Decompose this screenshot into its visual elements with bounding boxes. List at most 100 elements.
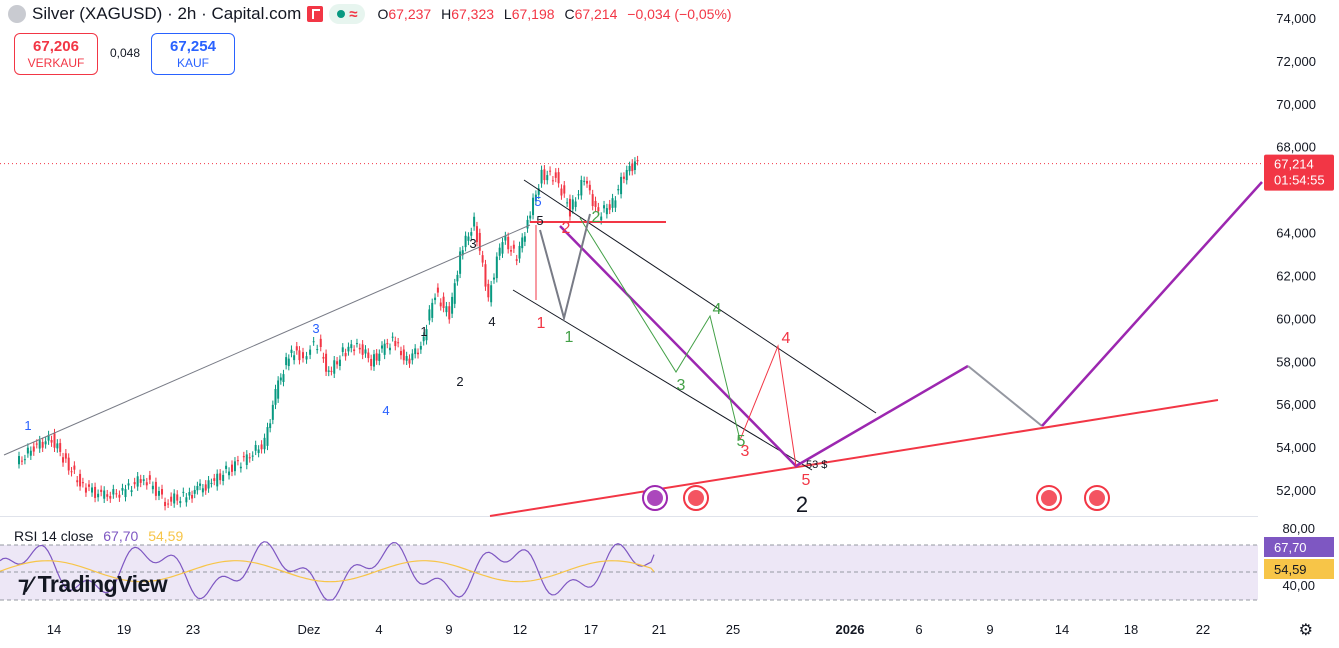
candle-body <box>154 481 157 496</box>
candle-body <box>375 353 378 361</box>
candle-body <box>38 440 41 449</box>
candle-body <box>543 169 546 181</box>
candle-body <box>121 488 124 491</box>
channel-lower <box>512 289 813 471</box>
buy-button[interactable]: 67,254 KAUF <box>151 33 235 75</box>
candle-body <box>453 283 456 304</box>
candle-body <box>64 453 67 459</box>
wave-label: 5 <box>737 433 746 450</box>
candle-body <box>231 464 233 472</box>
candle-body <box>422 336 425 342</box>
event-icon-fill <box>1041 490 1057 506</box>
candle-body <box>583 180 586 182</box>
countdown-label: 01:54:55 <box>1274 173 1325 188</box>
candle-body <box>322 356 325 359</box>
rsi-ma-axis: 54,59 <box>1274 562 1307 577</box>
candle-body <box>402 349 405 361</box>
price-tick-label: 62,000 <box>1276 268 1316 283</box>
price-tick-label: 52,000 <box>1276 483 1316 498</box>
candle-body <box>251 455 254 457</box>
candle-body <box>248 457 251 459</box>
tradingview-logo-text: TradingView <box>37 571 168 597</box>
time-tick-label: 14 <box>47 622 61 637</box>
candle-body <box>475 226 478 243</box>
candle-body <box>336 361 339 365</box>
rsi-value-axis: 67,70 <box>1274 540 1307 555</box>
candle-body <box>50 439 53 443</box>
candle-body <box>164 501 167 507</box>
candle-body <box>566 202 569 204</box>
candle-body <box>586 180 588 184</box>
high-key: H <box>441 6 452 22</box>
candle-body <box>428 309 431 321</box>
candle-body <box>605 208 608 215</box>
wave-label: 4 <box>488 314 495 329</box>
candle-body <box>367 352 370 359</box>
sell-button[interactable]: 67,206 VERKAUF <box>14 33 98 75</box>
candle-body <box>73 465 76 470</box>
candle-body <box>161 489 164 495</box>
rsi-line <box>0 541 655 601</box>
candle-body <box>106 494 109 497</box>
buy-label: KAUF <box>176 56 209 70</box>
candle-body <box>425 329 428 341</box>
candle-body <box>394 340 397 347</box>
price-tick-label: 64,000 <box>1276 226 1316 241</box>
candle-body <box>554 172 557 178</box>
candle-body <box>47 435 50 441</box>
flag-icon[interactable] <box>307 6 324 22</box>
rsi-band <box>0 545 1258 600</box>
wave-label: 1 <box>24 418 31 433</box>
rsi-tick-80: 80,00 <box>1282 521 1315 536</box>
candle-body <box>319 338 322 347</box>
price-tick-label: 58,000 <box>1276 354 1316 369</box>
candle-body <box>620 176 623 195</box>
candle-body <box>580 179 583 196</box>
candle-body <box>405 356 408 361</box>
candle-body <box>464 235 467 248</box>
candle-body <box>568 198 571 217</box>
wave-label: 1 <box>420 324 427 339</box>
candle-body <box>588 184 591 191</box>
wave-label: 4 <box>382 403 389 418</box>
wave-label: 2 <box>456 374 463 389</box>
event-icon-fill <box>1089 490 1105 506</box>
candle-body <box>316 349 319 351</box>
candle-body <box>233 461 236 472</box>
candle-body <box>151 485 154 490</box>
time-tick-label: 14 <box>1055 622 1069 637</box>
last-price-label: 67,214 <box>1274 157 1314 172</box>
time-tick-label: 18 <box>1124 622 1138 637</box>
rsi-legend[interactable]: RSI 14 close 67,70 54,59 <box>14 528 183 544</box>
candle-body <box>100 489 103 492</box>
market-status-pill[interactable]: ≈ <box>329 4 366 24</box>
candle-body <box>199 483 202 486</box>
candle-body <box>631 163 634 172</box>
candle-body <box>350 344 353 349</box>
symbol-title[interactable]: Silver (XAGUSD) · 2h · Capital.com <box>32 4 302 23</box>
candle-body <box>451 296 454 314</box>
gear-icon[interactable]: ⚙ <box>1298 622 1313 639</box>
tradingview-logo[interactable]: ⁊⁄ TradingView <box>18 571 168 598</box>
candle-body <box>434 297 437 301</box>
time-tick-label: 2026 <box>836 622 865 637</box>
wave-label: 5 <box>534 194 541 209</box>
price-axis-bg <box>1258 0 1339 643</box>
candle-body <box>260 444 263 450</box>
candle-body <box>56 443 59 449</box>
candle-body <box>191 494 194 499</box>
red-support-line <box>489 399 1219 517</box>
silver-coin-icon <box>8 5 26 23</box>
candle-body <box>414 348 417 355</box>
candle-body <box>504 236 507 241</box>
sell-label: VERKAUF <box>27 56 85 70</box>
candle-body <box>118 494 121 498</box>
event-icon-fill <box>647 490 663 506</box>
candle-body <box>501 242 504 254</box>
candle-body <box>242 456 245 458</box>
wave-label: 3 <box>312 321 319 336</box>
wave-label: 3 <box>677 377 686 394</box>
candle-body <box>534 194 537 201</box>
